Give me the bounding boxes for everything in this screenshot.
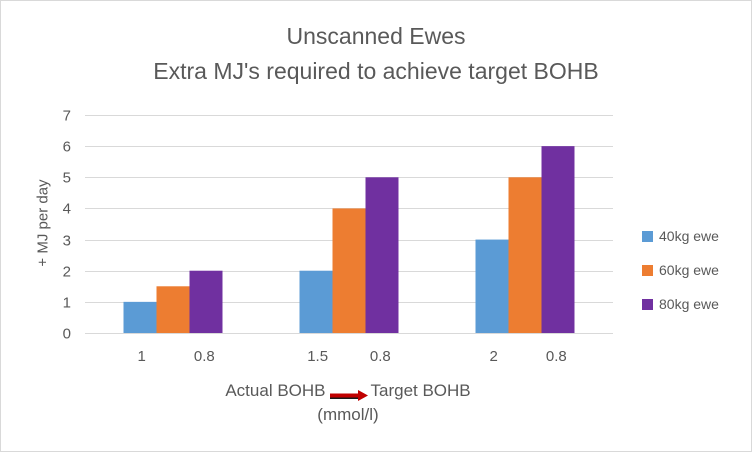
- y-tick-label: 3: [63, 233, 71, 250]
- legend-swatch: [642, 298, 653, 310]
- bar-40kg-ewe: [299, 270, 333, 333]
- x-tick-label-actual: 2: [489, 348, 497, 365]
- chart-title: Unscanned Ewes: [286, 23, 466, 49]
- bar-60kg-ewe: [156, 286, 190, 333]
- x-tick-labels: 1 0.8 1.5 0.8 2 0.8: [137, 348, 566, 365]
- x-tick-label-target: 0.8: [194, 348, 215, 365]
- y-tick-label: 2: [63, 264, 71, 281]
- x-axis-caption: Actual BOHB Target BOHB (mmol/l): [1, 379, 695, 427]
- bar-60kg-ewe: [508, 177, 542, 333]
- chart-title-block: Unscanned Ewes Extra MJ's required to ac…: [1, 19, 751, 89]
- legend: 40kg ewe 60kg ewe 80kg ewe: [642, 227, 719, 329]
- chart-subtitle: Extra MJ's required to achieve target BO…: [153, 58, 599, 84]
- legend-swatch: [642, 264, 653, 276]
- x-axis-units: (mmol/l): [317, 405, 379, 424]
- y-tick-label: 1: [63, 295, 71, 312]
- legend-item: 80kg ewe: [642, 295, 719, 313]
- legend-label: 60kg ewe: [659, 262, 719, 278]
- x-axis-label-row: Actual BOHB Target BOHB: [1, 379, 695, 403]
- bar-40kg-ewe: [475, 239, 509, 333]
- legend-label: 80kg ewe: [659, 296, 719, 312]
- right-arrow-icon: [329, 385, 368, 401]
- bar-80kg-ewe: [365, 177, 399, 333]
- x-tick-label-target: 0.8: [546, 348, 567, 365]
- legend-item: 40kg ewe: [642, 227, 719, 245]
- bar-80kg-ewe: [189, 270, 223, 333]
- x-axis-label-target: Target BOHB: [370, 381, 471, 400]
- bar-80kg-ewe: [541, 146, 575, 333]
- y-tick-label: 0: [63, 326, 71, 343]
- y-tick-label: 5: [63, 170, 71, 187]
- y-tick-label: 4: [63, 201, 71, 218]
- bar-60kg-ewe: [332, 208, 366, 333]
- legend-label: 40kg ewe: [659, 228, 719, 244]
- bar-40kg-ewe: [123, 301, 157, 333]
- x-tick-label-target: 0.8: [370, 348, 391, 365]
- y-tick-labels: 0 1 2 3 4 5 6 7: [63, 108, 71, 343]
- bars: [123, 146, 575, 333]
- y-tick-label: 7: [63, 108, 71, 125]
- y-tick-label: 6: [63, 139, 71, 156]
- legend-item: 60kg ewe: [642, 261, 719, 279]
- legend-swatch: [642, 230, 653, 242]
- x-tick-label-actual: 1.5: [307, 348, 328, 365]
- x-axis-label-actual: Actual BOHB: [225, 381, 326, 400]
- x-tick-label-actual: 1: [137, 348, 145, 365]
